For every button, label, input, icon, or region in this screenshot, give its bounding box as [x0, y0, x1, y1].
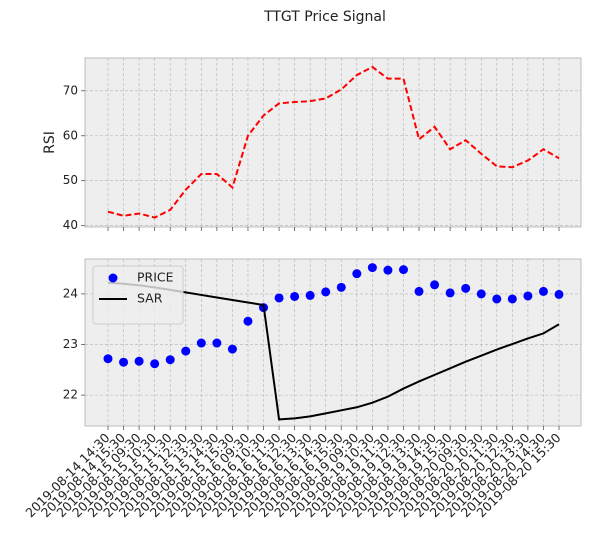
series-0 [538, 286, 548, 296]
series-0 [290, 291, 300, 301]
series-0 [103, 354, 113, 364]
series-0 [119, 357, 129, 367]
series-0 [430, 280, 440, 290]
legend-label: PRICE [137, 270, 174, 285]
y-tick-label: 24 [63, 286, 78, 300]
series-0 [196, 338, 206, 348]
series-0 [398, 265, 408, 275]
series-0 [274, 293, 284, 303]
series-0 [150, 359, 160, 369]
y-tick-label: 23 [63, 337, 78, 351]
series-0 [554, 289, 564, 299]
series-0 [336, 282, 346, 292]
legend-label: SAR [137, 291, 163, 306]
y-tick-label: 50 [63, 173, 78, 187]
series-0 [321, 287, 331, 297]
series-0 [352, 269, 362, 279]
series-0 [305, 290, 315, 300]
rsi-line [107, 65, 560, 219]
series-0 [383, 265, 393, 275]
series-0 [476, 289, 486, 299]
y-tick-label: 70 [63, 83, 78, 97]
y-axis-label: RSI [42, 131, 58, 154]
y-tick-label: 22 [63, 388, 78, 402]
series-0 [243, 316, 253, 326]
y-tick-label: 60 [63, 128, 78, 142]
series-0 [367, 263, 377, 273]
series-0 [134, 356, 144, 366]
legend-marker [108, 273, 118, 283]
series-0 [492, 294, 502, 304]
series-0 [212, 338, 222, 348]
series-0 [414, 286, 424, 296]
series-0 [461, 283, 471, 293]
figure-title: TTGT Price Signal [263, 9, 386, 25]
series-0 [227, 344, 237, 354]
plot-area [84, 57, 582, 228]
series-0 [181, 346, 191, 356]
series-0 [165, 355, 175, 365]
series-0 [507, 294, 517, 304]
series-0 [445, 288, 455, 298]
y-tick-label: 40 [63, 218, 78, 232]
series-0 [523, 291, 533, 301]
